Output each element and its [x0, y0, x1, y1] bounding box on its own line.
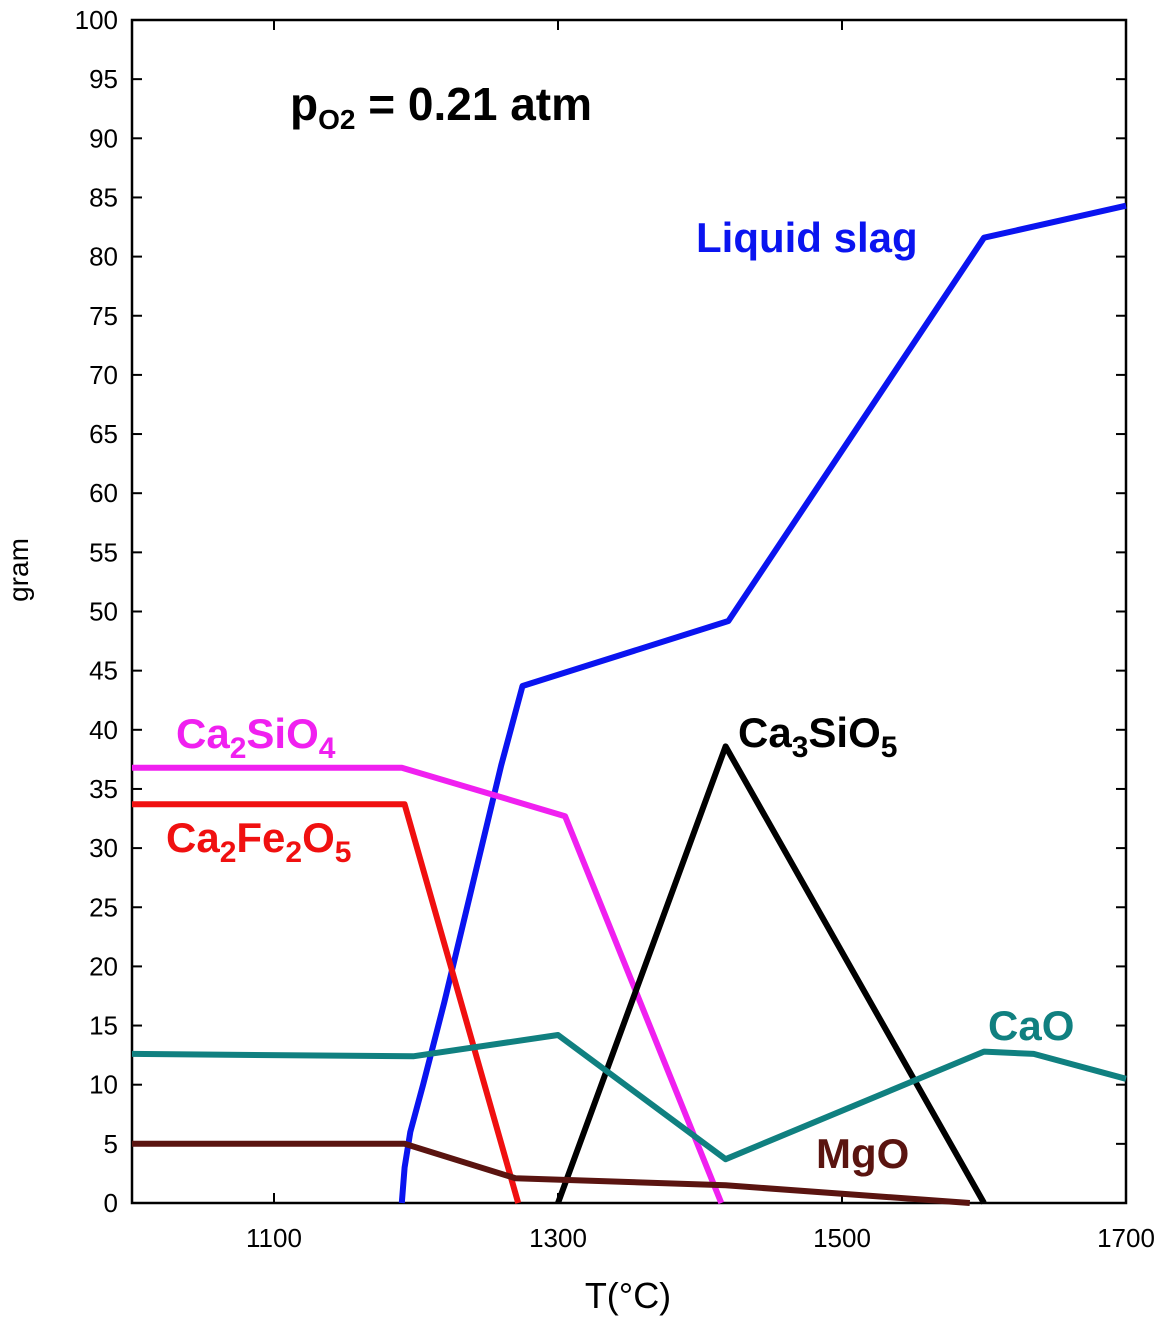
y-tick-label: 10	[89, 1070, 118, 1100]
series-line-ca3sio5	[555, 743, 987, 1205]
series-label-liquid-slag: Liquid slag	[696, 214, 918, 261]
y-axis-title: gram	[3, 538, 34, 602]
oxygen-pressure-annotation: pO2 = 0.21 atm	[290, 78, 592, 135]
y-tick-label: 65	[89, 419, 118, 449]
y-tick-label: 60	[89, 478, 118, 508]
series-line-ca2sio4	[132, 764, 725, 1205]
y-tick-label: 100	[75, 5, 118, 35]
series-label-mgo: MgO	[816, 1130, 909, 1177]
x-axis-title: T(°C)	[585, 1275, 671, 1316]
y-tick-label: 90	[89, 123, 118, 153]
series-line-mgo	[132, 1140, 971, 1206]
annotation-main: p	[290, 78, 318, 130]
x-tick-label: 1700	[1097, 1223, 1155, 1253]
series-label-ca2sio4: Ca2SiO4	[176, 710, 336, 765]
series-label-ca2fe2o5: Ca2Fe2O5	[166, 814, 351, 869]
y-tick-label: 80	[89, 242, 118, 272]
axes: 0 5 10 15 20 25 30 35 40 45 50 55 60 65 70 75 80 85 90 95 10…	[75, 5, 1155, 1253]
y-tick-label: 0	[104, 1188, 118, 1218]
y-tick-label: 50	[89, 597, 118, 627]
y-tick-label: 70	[89, 360, 118, 390]
plot-frame	[130, 18, 1128, 1205]
y-tick-label: 55	[89, 537, 118, 567]
y-tick-label: 40	[89, 715, 118, 745]
y-tick-label: 30	[89, 833, 118, 863]
series-line-cao	[131, 1032, 1127, 1163]
series-label-ca3sio5: Ca3SiO5	[738, 709, 897, 764]
series-lines	[131, 202, 1127, 1206]
x-tick-label: 1300	[529, 1223, 587, 1253]
y-tick-label: 85	[89, 182, 118, 212]
series-label-cao: CaO	[988, 1002, 1074, 1049]
y-tick-label: 25	[89, 892, 118, 922]
y-tick-label: 75	[89, 301, 118, 331]
x-tick-label: 1500	[813, 1223, 871, 1253]
annotation-rest: = 0.21 atm	[355, 78, 592, 130]
y-tick-label: 95	[89, 64, 118, 94]
y-tick-label: 20	[89, 951, 118, 981]
y-tick-label: 15	[89, 1011, 118, 1041]
annotation-sub: O2	[318, 104, 355, 135]
x-tick-label: 1100	[246, 1223, 302, 1253]
series-labels: Liquid slag Ca2SiO4 Ca2Fe2O5 Ca3SiO5 CaO MgO	[166, 214, 1074, 1177]
y-tick-label: 5	[104, 1129, 118, 1159]
y-tick-label: 35	[89, 774, 118, 804]
series-line-ca2fe2o5	[132, 801, 522, 1204]
y-tick-label: 45	[89, 656, 118, 686]
